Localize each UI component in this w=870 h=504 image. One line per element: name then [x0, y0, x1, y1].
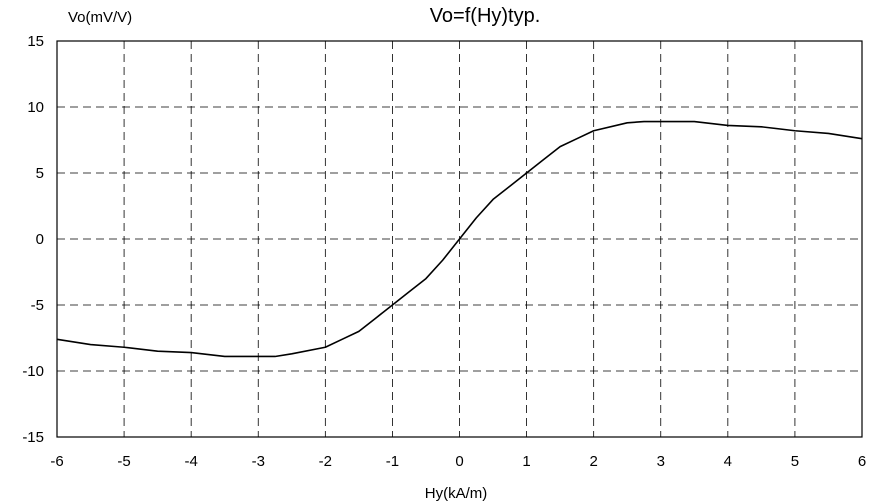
y-tick-label: 0	[36, 231, 44, 248]
y-tick-label: -5	[31, 297, 44, 314]
x-tick-label: 4	[724, 453, 732, 470]
y-tick-label: -15	[22, 429, 44, 446]
y-tick-label: -10	[22, 363, 44, 380]
chart-title: Vo=f(Hy)typ.	[430, 5, 541, 27]
x-tick-label: -3	[252, 453, 265, 470]
series-line	[56, 120, 863, 358]
y-tick-label: 10	[27, 99, 44, 116]
series-layer	[56, 120, 863, 358]
y-axis-label: Vo(mV/V)	[68, 9, 132, 26]
x-tick-label: 3	[657, 453, 665, 470]
x-tick-label: 2	[589, 453, 597, 470]
x-tick-label: -6	[50, 453, 63, 470]
plot-frame	[56, 40, 863, 438]
x-tick-label: 0	[455, 453, 463, 470]
x-tick-label: -5	[117, 453, 130, 470]
x-axis-label: Hy(kA/m)	[425, 485, 488, 502]
x-tick-label: 1	[522, 453, 530, 470]
y-tick-label: 15	[27, 33, 44, 50]
x-tick-label: 5	[791, 453, 799, 470]
x-tick-label: 6	[858, 453, 866, 470]
x-tick-label: -2	[319, 453, 332, 470]
y-tick-label: 5	[36, 165, 44, 182]
x-tick-label: -1	[386, 453, 399, 470]
x-tick-label: -4	[184, 453, 197, 470]
